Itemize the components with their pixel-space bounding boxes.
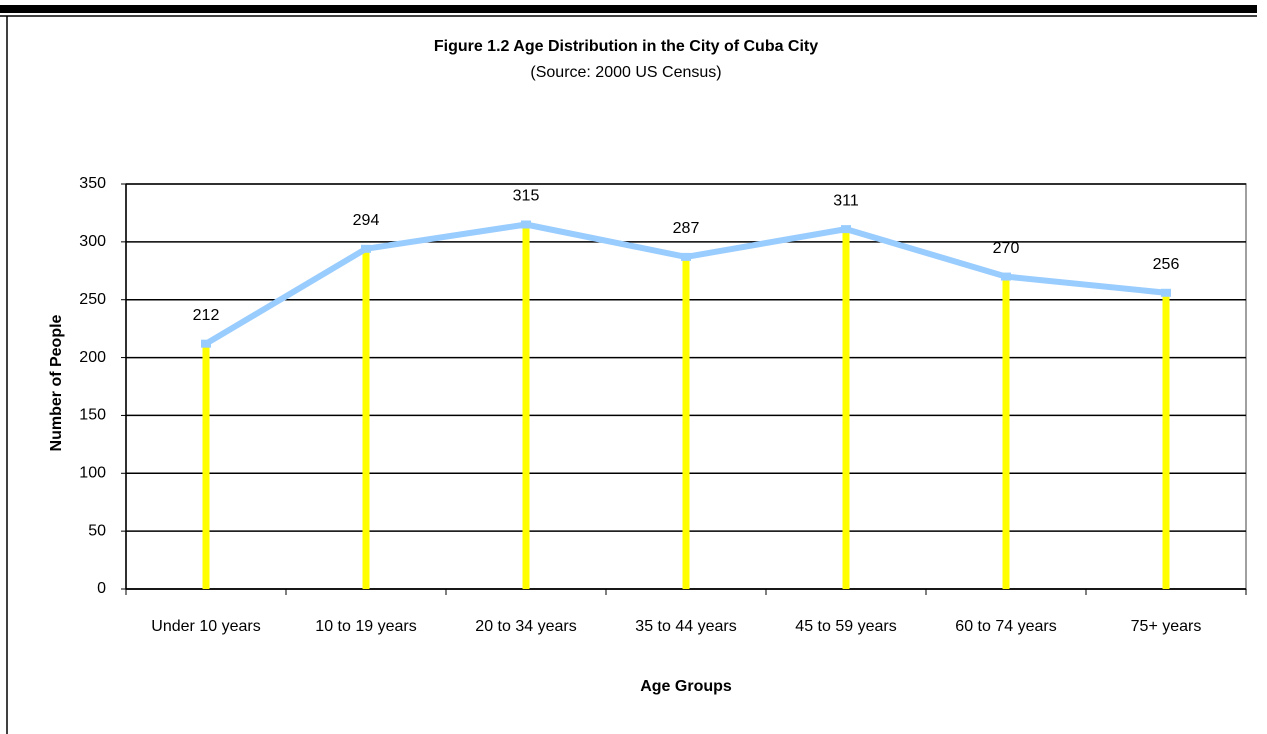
data-label: 270 [993, 240, 1020, 257]
data-label: 287 [673, 220, 700, 237]
point-marker [361, 244, 371, 253]
chart-title: Figure 1.2 Age Distribution in the City … [434, 38, 818, 55]
x-tick-label: Under 10 years [151, 618, 260, 635]
header-bar [0, 5, 1257, 13]
point-marker [201, 339, 211, 348]
data-label: 294 [353, 212, 380, 229]
x-tick-label: 20 to 34 years [475, 618, 576, 635]
point-marker [681, 252, 691, 261]
x-tick-label: 35 to 44 years [635, 618, 736, 635]
point-marker [521, 220, 531, 229]
y-tick-label: 100 [79, 465, 106, 482]
y-tick-label: 250 [79, 291, 106, 308]
y-tick-label: 200 [79, 349, 106, 366]
y-tick-label: 0 [97, 580, 106, 597]
y-tick-label: 300 [79, 233, 106, 250]
x-tick-label: 75+ years [1131, 618, 1202, 635]
point-marker [1161, 288, 1171, 297]
point-marker [1001, 272, 1011, 281]
y-axis-label: Number of People [48, 314, 65, 451]
x-tick-label: 60 to 74 years [955, 618, 1056, 635]
x-tick-label: 45 to 59 years [795, 618, 896, 635]
y-tick-label: 150 [79, 407, 106, 424]
data-label: 311 [833, 192, 859, 209]
y-tick-label: 350 [79, 175, 106, 192]
data-label: 212 [193, 307, 220, 324]
point-marker [841, 225, 851, 234]
x-axis-label: Age Groups [640, 678, 732, 695]
data-label: 256 [1153, 256, 1180, 273]
x-tick-label: 10 to 19 years [315, 618, 416, 635]
chart-subtitle: (Source: 2000 US Census) [530, 64, 721, 81]
data-label: 315 [513, 188, 540, 205]
y-tick-label: 50 [88, 522, 106, 539]
